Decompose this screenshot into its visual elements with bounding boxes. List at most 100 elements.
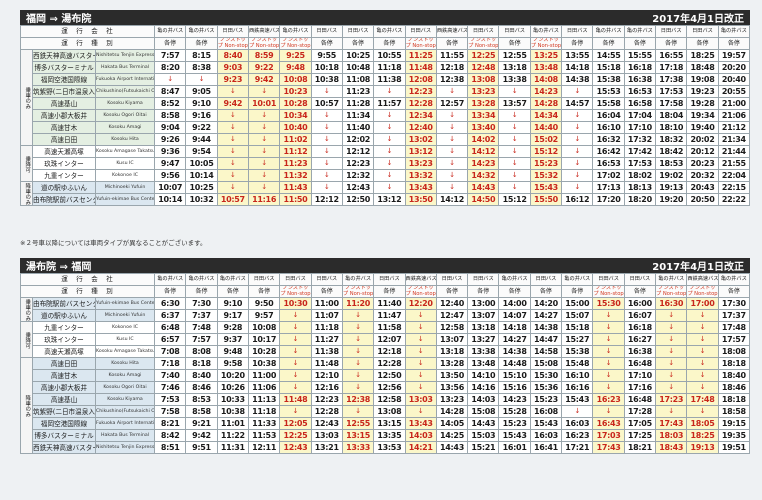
departure-time: 13:07 xyxy=(435,333,469,347)
departure-time: 12:18 xyxy=(435,61,469,75)
departure-time: 15:30 xyxy=(529,369,563,383)
pass-mark: ↓ xyxy=(279,357,312,371)
departure-time: 17:10 xyxy=(623,121,657,135)
pass-mark: ↓ xyxy=(279,333,312,347)
pass-mark: ↓ xyxy=(279,321,312,335)
departure-time: 10:40 xyxy=(279,121,312,135)
departure-time: 11:31 xyxy=(216,441,249,455)
departure-time: 14:12 xyxy=(435,193,469,207)
pass-mark: ↓ xyxy=(592,381,625,395)
departure-time: 12:38 xyxy=(435,73,469,87)
pass-mark: ↓ xyxy=(686,309,719,323)
pass-mark: ↓ xyxy=(655,381,688,395)
departure-time: 7:08 xyxy=(154,345,187,359)
departure-time: 14:43 xyxy=(435,441,469,455)
operator-cell: 亀の井バス xyxy=(498,273,531,286)
pass-mark: ↓ xyxy=(686,345,719,359)
service-type-cell: ノンストップ Non-stop xyxy=(216,36,249,51)
departure-time: 13:18 xyxy=(435,345,469,359)
departure-time: 20:43 xyxy=(686,181,719,195)
departure-time: 13:50 xyxy=(435,369,469,383)
departure-time: 11:16 xyxy=(247,193,281,207)
departure-time: 16:53 xyxy=(623,85,657,99)
departure-time: 10:01 xyxy=(247,97,281,111)
pass-mark: ↓ xyxy=(561,157,594,171)
departure-time: 15:02 xyxy=(529,133,563,147)
departure-time: 14:10 xyxy=(467,369,500,383)
departure-time: 15:53 xyxy=(592,85,625,99)
pass-mark: ↓ xyxy=(561,109,594,123)
pass-mark: ↓ xyxy=(216,169,249,183)
departure-time: 13:21 xyxy=(310,441,343,455)
departure-time: 9:42 xyxy=(247,73,281,87)
stop-name-en: Hakata Bus Terminal xyxy=(94,61,156,75)
departure-time: 12:48 xyxy=(467,61,500,75)
operator-cell: 亀の井バス xyxy=(592,25,625,38)
departure-time: 8:58 xyxy=(185,405,218,419)
stop-name-en: Kosoku Amagase Takatsuka xyxy=(94,345,156,359)
departure-time: 7:57 xyxy=(185,333,218,347)
departure-time: 12:43 xyxy=(310,417,343,431)
stop-name: 由布院駅前バスセンター xyxy=(32,297,96,311)
departure-time: 20:12 xyxy=(686,145,719,159)
service-type-cell: 各停 xyxy=(373,284,406,299)
pass-mark: ↓ xyxy=(216,181,249,195)
departure-time: 13:25 xyxy=(529,49,563,63)
pass-mark: ↓ xyxy=(655,369,688,383)
departure-time: 10:07 xyxy=(154,181,187,195)
pass-mark: ↓ xyxy=(686,405,719,419)
service-type-cell: 各停 xyxy=(185,284,218,299)
departure-time: 20:32 xyxy=(686,169,719,183)
departure-time: 11:38 xyxy=(373,73,406,87)
departure-time: 8:38 xyxy=(185,61,218,75)
departure-time: 14:34 xyxy=(529,109,563,123)
departure-time: 9:25 xyxy=(279,49,312,63)
departure-time: 13:57 xyxy=(498,97,531,111)
departure-time: 11:58 xyxy=(373,321,406,335)
stop-row: 降車のみ 高速日田 Kosoku Hita 7:18 8:18 9:58 10:38 ↓ 11:… xyxy=(20,357,751,455)
departure-time: 18:46 xyxy=(717,381,751,395)
departure-time: 9:58 xyxy=(216,357,249,371)
departure-time: 16:07 xyxy=(623,309,657,323)
departure-time: 10:08 xyxy=(247,321,281,335)
stop-name-en: Kokonoe IC xyxy=(94,321,156,335)
departure-time: 20:23 xyxy=(686,157,719,171)
revision-date: 2017年4月1日改正 xyxy=(652,14,744,25)
pass-mark: ↓ xyxy=(655,357,688,371)
departure-time: 13:28 xyxy=(435,357,469,371)
departure-time: 13:03 xyxy=(404,393,437,407)
pass-mark: ↓ xyxy=(435,157,469,171)
departure-time: 13:50 xyxy=(404,193,437,207)
departure-time: 11:40 xyxy=(373,297,406,311)
pass-mark: ↓ xyxy=(247,181,281,195)
departure-time: 11:27 xyxy=(310,333,343,347)
departure-time: 22:22 xyxy=(717,193,751,207)
pass-mark: ↓ xyxy=(247,133,281,147)
departure-time: 11:32 xyxy=(279,169,312,183)
service-type-cell: ノンストップ Non-stop xyxy=(404,284,437,299)
stop-name: 高速小郡大板井 xyxy=(32,381,96,395)
pass-mark: ↓ xyxy=(216,109,249,123)
departure-time: 12:55 xyxy=(498,49,531,63)
pass-mark: ↓ xyxy=(247,145,281,159)
departure-time: 11:48 xyxy=(404,61,437,75)
pass-mark: ↓ xyxy=(373,121,406,135)
pass-mark: ↓ xyxy=(247,157,281,171)
stop-name: 高速基山 xyxy=(32,97,96,111)
departure-time: 9:17 xyxy=(216,309,249,323)
departure-time: 16:00 xyxy=(623,297,657,311)
departure-time: 19:13 xyxy=(686,441,719,455)
departure-time: 21:12 xyxy=(717,121,751,135)
title-bar: 福岡 ⇒ 湯布院 2017年4月1日改正 xyxy=(20,10,750,25)
departure-time: 12:02 xyxy=(341,133,375,147)
stop-row: 高速基山 Kosoku Kiyama 8:52 9:10 9:42 10:01 10:28 1… xyxy=(21,97,751,111)
departure-time: 10:32 xyxy=(185,193,218,207)
operator-cell: 亀の井バス xyxy=(216,273,249,286)
departure-time: 9:28 xyxy=(216,321,249,335)
stop-name-en: Michinoeki Yufuin xyxy=(94,181,156,195)
departure-time: 13:02 xyxy=(404,133,437,147)
departure-time: 17:25 xyxy=(623,429,657,443)
pass-mark: ↓ xyxy=(592,345,625,359)
departure-time: 17:18 xyxy=(655,61,688,75)
pass-mark: ↓ xyxy=(373,157,406,171)
